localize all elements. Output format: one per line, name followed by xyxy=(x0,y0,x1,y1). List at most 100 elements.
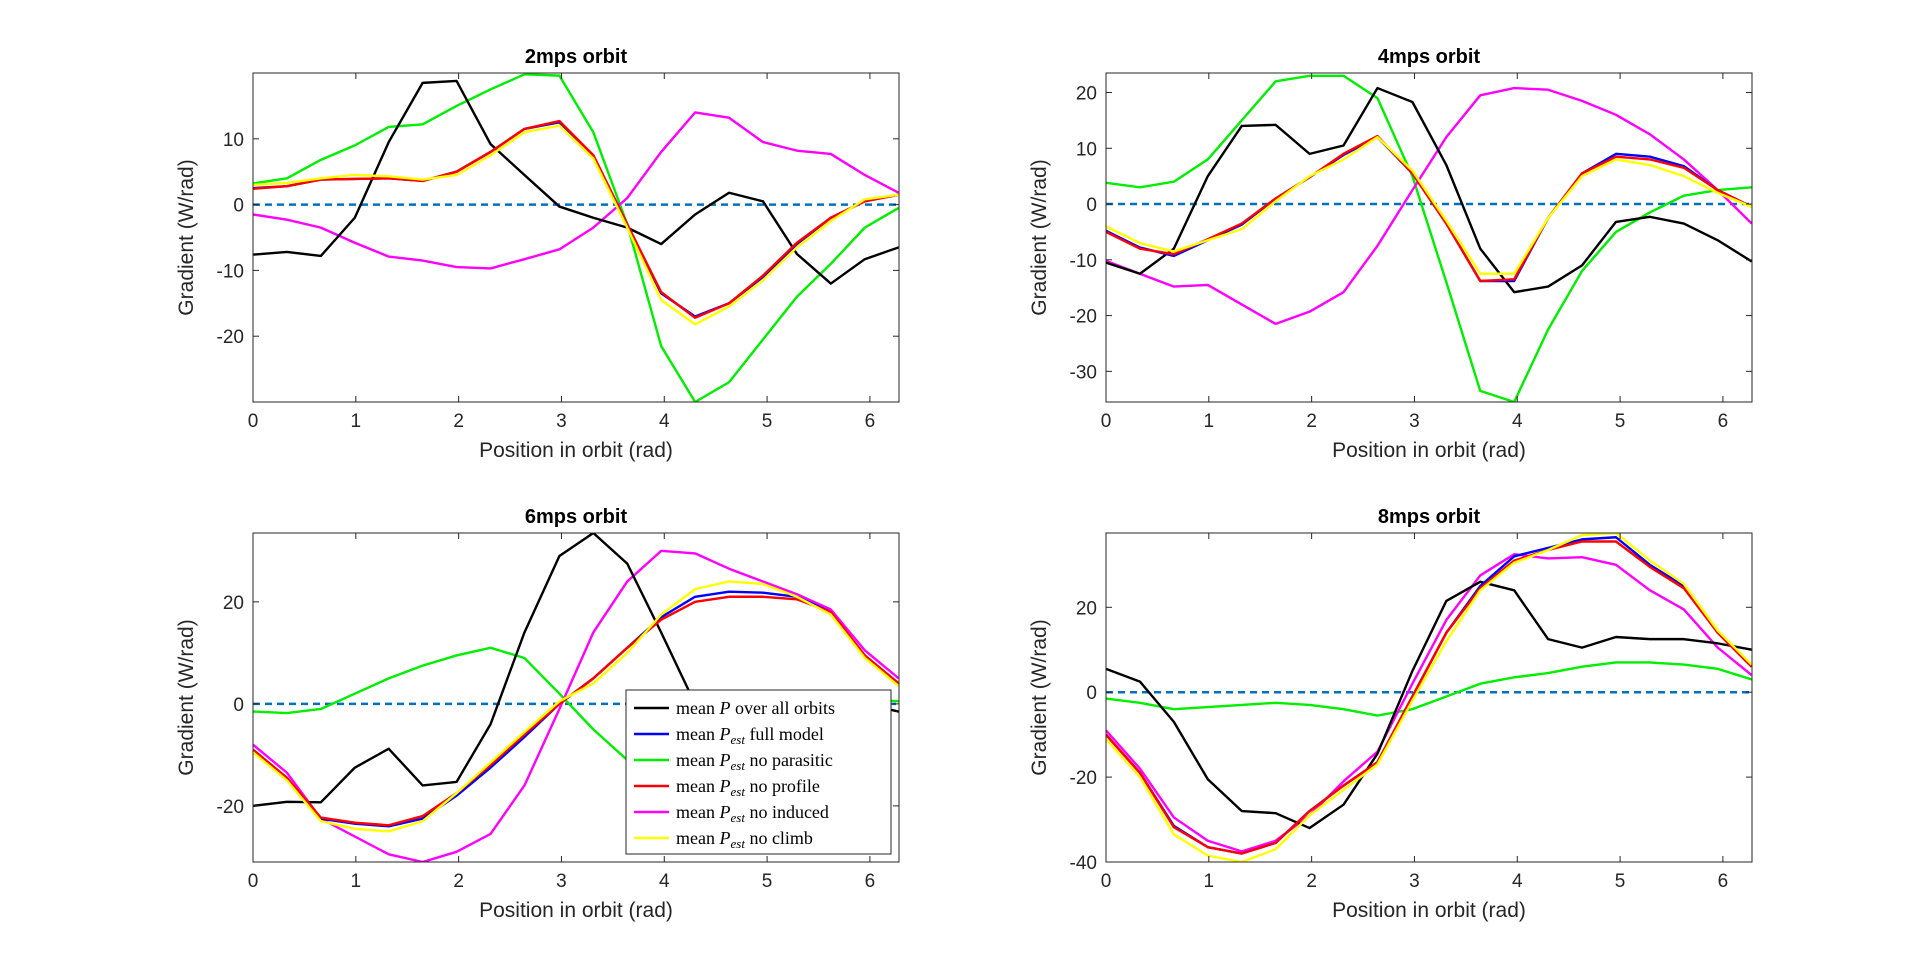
legend-suffix: no profile xyxy=(745,776,820,796)
legend-symbol: P xyxy=(718,724,730,744)
series-line-no-climb xyxy=(253,580,899,833)
legend-suffix: no induced xyxy=(745,802,829,822)
legend-entry: mean Pest no parasitic xyxy=(634,750,833,773)
x-tick-label: 4 xyxy=(1512,411,1523,432)
x-tick-label: 2 xyxy=(453,411,464,432)
legend-prefix: mean xyxy=(676,698,719,718)
x-tick-label: 3 xyxy=(556,871,567,892)
series-line-no-profile xyxy=(253,119,899,319)
series-line-no-induced xyxy=(253,549,899,862)
axes-box xyxy=(252,532,900,863)
legend-subscript: est xyxy=(730,732,745,747)
x-tick-label: 3 xyxy=(556,411,567,432)
legend-suffix: no parasitic xyxy=(745,750,833,770)
x-tick-label: 1 xyxy=(351,871,362,892)
x-tick-label: 2 xyxy=(1306,871,1317,892)
y-tick-label: 20 xyxy=(1076,598,1097,619)
y-tick-label: 10 xyxy=(1076,139,1097,160)
x-axis-label: Position in orbit (rad) xyxy=(1332,899,1526,922)
legend-prefix: mean xyxy=(676,802,719,822)
x-axis-label: Position in orbit (rad) xyxy=(479,439,673,462)
series-line-no-induced xyxy=(1106,86,1752,326)
series-line-no-induced xyxy=(253,111,899,270)
series-line-no-profile xyxy=(1106,134,1752,283)
legend-prefix: mean xyxy=(676,750,719,770)
legend-symbol: P xyxy=(718,750,730,770)
legend-label: mean Pest no induced xyxy=(676,802,829,825)
y-tick-label: 0 xyxy=(1086,683,1097,704)
subplot-3: 0 1 2 3 4 5 6 -20 0 20 6mps orbit Position in orbit… xyxy=(175,506,900,922)
x-axis-label: Position in orbit (rad) xyxy=(479,899,673,922)
chart-title: 8mps orbit xyxy=(1378,506,1481,528)
legend-label: mean Pest no profile xyxy=(676,776,820,799)
x-tick-label: 4 xyxy=(659,411,670,432)
y-tick-label: -10 xyxy=(1070,251,1097,272)
x-tick-label: 4 xyxy=(1512,871,1523,892)
x-tick-label: 5 xyxy=(1615,411,1626,432)
x-tick-label: 0 xyxy=(248,411,259,432)
legend-label: mean Pest no parasitic xyxy=(676,750,833,773)
y-tick-label: -30 xyxy=(1070,362,1097,383)
legend-entry: mean Pest no climb xyxy=(634,828,813,851)
series-line-no-parasitic xyxy=(1106,74,1752,402)
y-tick-label: -10 xyxy=(217,261,244,282)
legend-symbol: P xyxy=(718,776,730,796)
legend-entry: mean Pest full model xyxy=(634,724,824,747)
axes-box xyxy=(1105,532,1753,863)
legend-label: mean Pest no climb xyxy=(676,828,813,851)
legend-prefix: mean xyxy=(676,724,719,744)
x-tick-label: 5 xyxy=(762,411,773,432)
x-tick-label: 6 xyxy=(1718,411,1729,432)
x-tick-label: 3 xyxy=(1409,871,1420,892)
legend-symbol: P xyxy=(718,802,730,822)
x-tick-label: 0 xyxy=(1101,411,1112,432)
series-group xyxy=(1106,74,1752,402)
series-group xyxy=(1106,533,1752,862)
x-tick-label: 3 xyxy=(1409,411,1420,432)
chart-title: 6mps orbit xyxy=(525,506,628,528)
series-line-no-profile xyxy=(1106,540,1752,855)
legend-subscript: est xyxy=(730,758,745,773)
chart-title: 4mps orbit xyxy=(1378,46,1481,68)
y-tick-label: 20 xyxy=(1076,84,1097,105)
y-tick-label: -40 xyxy=(1070,853,1097,874)
y-tick-label: 0 xyxy=(1086,195,1097,216)
x-tick-label: 5 xyxy=(762,871,773,892)
series-group xyxy=(253,73,899,402)
series-line-mean-P xyxy=(1106,580,1752,830)
legend-symbol: P xyxy=(718,698,730,718)
x-tick-label: 6 xyxy=(865,871,876,892)
series-line-no-induced xyxy=(1106,553,1752,853)
series-line-no-climb xyxy=(1106,135,1752,275)
legend: mean P over all orbits mean Pest full mod… xyxy=(625,689,892,855)
y-axis-label: Gradient (W/rad) xyxy=(1028,159,1051,315)
x-tick-label: 5 xyxy=(1615,871,1626,892)
x-axis-label: Position in orbit (rad) xyxy=(1332,439,1526,462)
series-line-no-climb xyxy=(253,124,899,326)
y-tick-label: 0 xyxy=(233,695,244,716)
legend-entry: mean Pest no induced xyxy=(634,802,829,825)
axes-box xyxy=(1105,72,1753,403)
legend-subscript: est xyxy=(730,784,745,799)
legend-entry: mean Pest no profile xyxy=(634,776,820,799)
y-axis-label: Gradient (W/rad) xyxy=(175,159,198,315)
x-tick-label: 6 xyxy=(865,411,876,432)
x-tick-label: 0 xyxy=(248,871,259,892)
x-tick-label: 2 xyxy=(1306,411,1317,432)
y-tick-label: -20 xyxy=(217,797,244,818)
x-tick-label: 4 xyxy=(659,871,670,892)
legend-suffix: over all orbits xyxy=(730,698,834,718)
x-tick-label: 1 xyxy=(351,411,362,432)
legend-label: mean Pest full model xyxy=(676,724,824,747)
series-line-mean-P xyxy=(253,79,899,285)
x-tick-label: 0 xyxy=(1101,871,1112,892)
x-tick-label: 1 xyxy=(1204,411,1215,432)
subplot-2: 0 1 2 3 4 5 6 -30 -20 -10 0 10 20 4mps orbit Position … xyxy=(1028,46,1753,462)
legend-prefix: mean xyxy=(676,776,719,796)
series-line-mean-P xyxy=(1106,86,1752,294)
legend-subscript: est xyxy=(730,810,745,825)
y-tick-label: 0 xyxy=(233,196,244,217)
legend-symbol: P xyxy=(718,828,730,848)
axes-box xyxy=(252,72,900,403)
